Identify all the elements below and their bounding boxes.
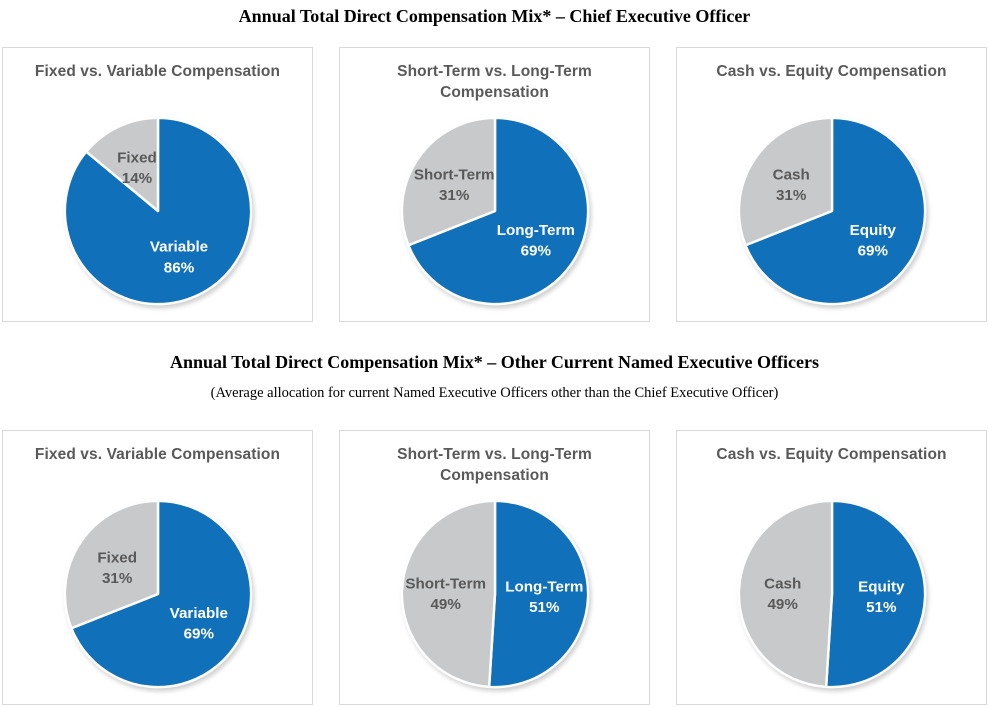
pie-slice-cash [737,116,833,247]
chart-panel-neo-fixed-variable: Fixed vs. Variable Compensation Variable… [2,430,313,705]
pie-slice-equity [824,499,926,689]
pie-chart-ceo-short-long: Long-Term 69%Short-Term 31% [400,116,589,306]
chart-panel-ceo-short-long: Short-Term vs. Long-Term Compensation Lo… [339,47,650,322]
chart-panel-neo-short-long: Short-Term vs. Long-Term Compensation Lo… [339,430,650,705]
pie-slice-equity [743,116,926,306]
pie-slice-label-short-term: Short-Term 49% [405,576,486,614]
chart-title: Cash vs. Equity Compensation [716,446,947,463]
pie-slice-label-cash: Cash 31% [772,166,809,204]
chart-panel-ceo-fixed-variable: Fixed vs. Variable Compensation Variable… [2,47,313,322]
pie-slice-label-variable: Variable 69% [169,605,227,643]
pie-chart-ceo-cash-equity: Equity 69% Cash 31% [737,116,926,306]
pie-slice-label-short-term: Short-Term 31% [413,166,494,204]
pie-slice-fixed [63,499,159,630]
pie-slice-fixed [84,116,159,213]
chart-title: Short-Term vs. Long-Term Compensation [397,63,592,101]
chart-title: Cash vs. Equity Compensation [716,63,947,80]
pie-slice-label-equity: Equity 69% [849,222,896,260]
pie-slice-variable [63,116,252,306]
pie-slice-label-long-term: Long-Term 69% [496,222,574,260]
chart-panel-ceo-cash-equity: Cash vs. Equity Compensation Equity 69% Ca… [676,47,987,322]
pie-chart-neo-short-long: Long-Term 51% Short-Term 49% [400,499,589,689]
chart-title: Fixed vs. Variable Compensation [34,63,281,80]
pie-slice-variable [69,499,252,689]
section-title-other-neos: Annual Total Direct Compensation Mix* – … [170,352,819,372]
pie-slice-label-long-term: Long-Term 51% [505,579,583,617]
pie-slice-long-term [406,116,589,306]
pie-slice-label-equity: Equity 51% [858,579,905,617]
pie-slice-short-term [400,499,496,689]
chart-title: Fixed vs. Variable Compensation [34,446,281,463]
pie-slice-label-variable: Variable 86% [149,239,207,277]
chart-panel-neo-cash-equity: Cash vs. Equity Compensation Equity 51% Ca… [676,430,987,705]
pie-slice-short-term [400,116,496,247]
pie-slice-long-term [487,499,589,689]
section-subtitle-other-neos: (Average allocation for current Named Ex… [210,385,779,401]
pie-chart-neo-fixed-variable: Variable 69% Fixed 31% [63,499,252,689]
section-title-ceo: Annual Total Direct Compensation Mix* – … [238,6,751,26]
pie-slice-cash [737,499,833,689]
pie-slice-label-cash: Cash 49% [764,576,801,614]
chart-row-other-neos: Fixed vs. Variable Compensation Variable… [0,430,989,705]
pie-slice-label-fixed: Fixed 31% [97,549,137,587]
pie-slice-label-fixed: Fixed 14% [117,149,157,187]
chart-row-ceo: Fixed vs. Variable Compensation Variable… [0,47,989,322]
chart-title: Short-Term vs. Long-Term Compensation [397,446,592,484]
pie-chart-neo-cash-equity: Equity 51% Cash 49% [737,499,926,689]
pie-chart-ceo-fixed-variable: Variable 86% Fixed 14% [63,116,252,306]
